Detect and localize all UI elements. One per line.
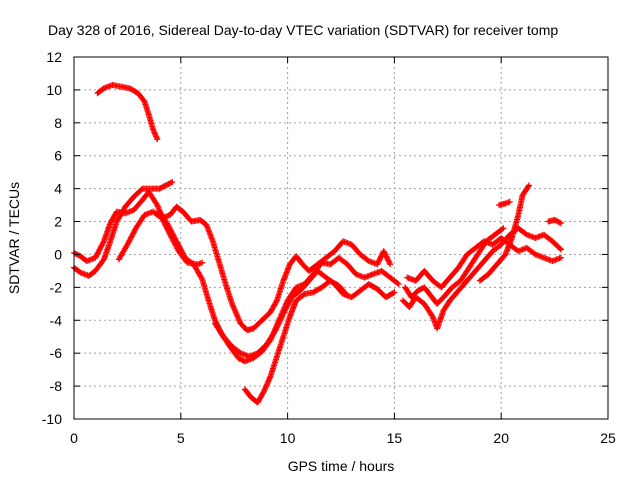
series-arc-6	[211, 267, 398, 360]
data-point	[386, 260, 393, 267]
data-point	[273, 326, 280, 333]
data-point	[279, 313, 286, 320]
data-point	[376, 256, 383, 263]
data-point	[100, 239, 107, 246]
data-point	[383, 254, 390, 261]
y-tick-label: -8	[50, 378, 63, 394]
data-point	[428, 312, 435, 319]
axes: 0 5 10 15 20 25 -10 -8 -6 -4 -2 0 2 4 6 8 10 12	[42, 49, 616, 446]
data-point	[378, 253, 385, 260]
data-point	[154, 136, 161, 143]
data-point	[376, 257, 383, 264]
y-tick-label: -10	[42, 411, 62, 427]
data-point	[140, 97, 147, 104]
y-tick-label: 8	[54, 115, 62, 131]
data-point	[260, 389, 267, 396]
data-point	[277, 317, 284, 324]
data-point	[380, 248, 387, 255]
y-tick-label: 2	[54, 214, 62, 230]
data-point	[272, 327, 279, 334]
x-axis-label: GPS time / hours	[288, 458, 395, 474]
data-point	[383, 253, 390, 260]
x-tick-label: 0	[70, 430, 78, 446]
data-point	[391, 289, 398, 296]
data-point	[558, 254, 565, 261]
data-point	[199, 259, 206, 266]
series-arc-4	[115, 203, 394, 334]
series-arc-11	[476, 182, 532, 284]
y-tick-label: 6	[54, 148, 62, 164]
data-point	[274, 323, 281, 330]
series-arc-2	[71, 179, 176, 279]
data-point	[384, 256, 391, 263]
series-arc-7	[241, 277, 351, 406]
data-point	[273, 298, 280, 305]
y-axis-label: SDTVAR / TECUs	[6, 182, 22, 294]
x-tick-label: 20	[493, 430, 509, 446]
data-point	[278, 314, 285, 321]
data-point	[382, 252, 389, 259]
data-point	[385, 257, 392, 264]
data-point	[556, 219, 563, 226]
data-point	[387, 261, 394, 268]
data-point	[395, 281, 402, 288]
data-point	[375, 258, 382, 265]
data-point	[343, 291, 350, 298]
data-point	[279, 312, 286, 319]
data-point	[374, 260, 381, 267]
data-point	[271, 328, 278, 335]
x-tick-label: 10	[280, 430, 296, 446]
data-point	[377, 254, 384, 261]
y-tick-label: 0	[54, 246, 62, 262]
series-arc-9	[404, 235, 565, 291]
series-arc-10	[399, 225, 565, 332]
y-tick-label: 10	[46, 82, 62, 98]
data-point	[300, 291, 307, 298]
data-point	[275, 321, 282, 328]
y-tick-label: -4	[50, 312, 63, 328]
data-point	[558, 220, 565, 227]
y-tick-label: -2	[50, 279, 63, 295]
data-point	[374, 261, 381, 268]
data-point	[390, 290, 397, 297]
data-point	[153, 200, 160, 207]
data-point	[500, 225, 507, 232]
data-point	[169, 179, 176, 186]
data-point	[499, 226, 506, 233]
data-point	[344, 292, 351, 299]
data-point	[506, 198, 513, 205]
y-tick-label: -6	[50, 345, 63, 361]
x-tick-label: 5	[177, 430, 185, 446]
series-arc-13	[545, 216, 565, 227]
data-point	[276, 319, 283, 326]
data-point	[394, 280, 401, 287]
y-tick-label: 12	[46, 49, 62, 65]
data-points	[71, 81, 565, 406]
data-point	[556, 245, 563, 252]
data-point	[275, 320, 282, 327]
x-tick-label: 15	[387, 430, 403, 446]
series-arc-12	[496, 198, 513, 209]
data-point	[382, 250, 389, 257]
data-point	[525, 183, 532, 190]
data-point	[385, 258, 392, 265]
plot-frame	[73, 56, 609, 420]
data-point	[277, 316, 284, 323]
data-point	[381, 249, 388, 256]
data-point	[167, 179, 174, 186]
data-point	[273, 324, 280, 331]
series-arc-1	[94, 81, 161, 143]
data-point	[198, 274, 205, 281]
y-tick-label: 4	[54, 181, 62, 197]
data-point	[558, 246, 565, 253]
chart-title: Day 328 of 2016, Sidereal Day-to-day VTE…	[48, 22, 558, 38]
data-point	[525, 182, 532, 189]
x-tick-label: 25	[600, 430, 616, 446]
